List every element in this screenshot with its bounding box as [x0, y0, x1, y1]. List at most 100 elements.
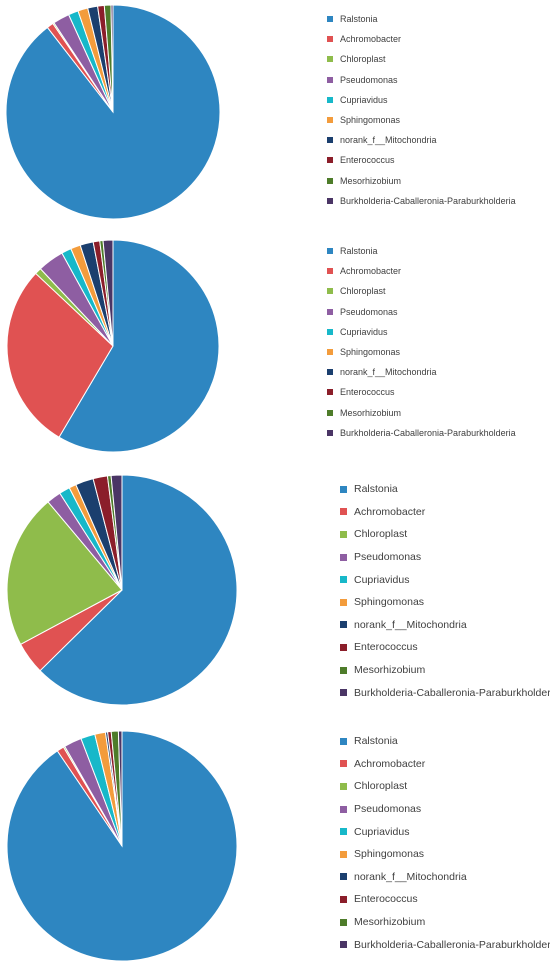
legend-swatch: [327, 248, 333, 255]
legend-chart-2: Ralstonia Achromobacter Chloroplast Pseudom…: [327, 241, 516, 443]
legend-swatch: [327, 177, 333, 184]
legend-item: Burkholderia-Caballeronia-Paraburkholder…: [340, 681, 550, 704]
legend-label: Mesorhizobium: [340, 175, 402, 186]
legend-swatch: [340, 485, 347, 493]
legend-swatch: [340, 621, 347, 629]
legend-label: norank_f__Mitochondria: [340, 135, 437, 146]
legend-swatch: [340, 850, 347, 858]
legend-swatch: [340, 689, 347, 697]
legend-item: Sphingomonas: [340, 843, 550, 866]
legend-item: Sphingomonas: [327, 342, 516, 362]
legend-swatch: [340, 828, 347, 836]
legend-item: Chloroplast: [340, 775, 550, 798]
legend-label: Sphingomonas: [340, 347, 401, 358]
legend-item: Pseudomonas: [340, 546, 550, 569]
legend-swatch: [327, 429, 333, 436]
legend-label: Enterococcus: [340, 155, 395, 166]
legend-label: Cupriavidus: [354, 573, 410, 586]
legend-label: Burkholderia-Caballeronia-Paraburkholder…: [340, 195, 516, 206]
pie-chart-3: [6, 474, 238, 706]
legend-label: norank_f__Mitochondria: [340, 367, 437, 378]
pie-slice-2-10: [102, 239, 114, 347]
legend-item: Cupriavidus: [327, 90, 516, 110]
legend-item: Ralstonia: [327, 9, 516, 29]
legend-item: Ralstonia: [340, 478, 550, 501]
legend-swatch: [327, 389, 333, 396]
legend-swatch: [340, 805, 347, 813]
legend-item: Mesorhizobium: [340, 911, 550, 934]
pie-slice-2-2: [6, 272, 114, 438]
legend-swatch: [340, 760, 347, 768]
legend-item: Achromobacter: [340, 501, 550, 524]
legend-item: Sphingomonas: [340, 591, 550, 614]
legend-label: Chloroplast: [340, 286, 386, 297]
legend-swatch: [327, 268, 333, 275]
legend-item: norank_f__Mitochondria: [340, 866, 550, 889]
legend-label: Mesorhizobium: [354, 916, 426, 929]
legend-item: Achromobacter: [327, 261, 516, 281]
legend-swatch: [327, 36, 333, 43]
legend-item: Mesorhizobium: [340, 659, 550, 682]
legend-item: Achromobacter: [340, 753, 550, 776]
legend-swatch: [340, 918, 347, 926]
legend-swatch: [327, 96, 333, 103]
legend-item: Enterococcus: [327, 150, 516, 170]
legend-swatch: [340, 598, 347, 606]
legend-item: Enterococcus: [327, 382, 516, 402]
legend-label: Cupriavidus: [354, 825, 410, 838]
legend-swatch: [327, 137, 333, 144]
legend-label: Chloroplast: [340, 54, 386, 65]
pie-slice-3-3: [6, 501, 123, 645]
legend-swatch: [340, 895, 347, 903]
legend-label: Burkholderia-Caballeronia-Paraburkholder…: [354, 938, 550, 951]
legend-label: Cupriavidus: [340, 326, 388, 337]
legend-item: Chloroplast: [327, 49, 516, 69]
legend-label: Sphingomonas: [340, 115, 401, 126]
legend-item: Burkholderia-Caballeronia-Paraburkholder…: [327, 423, 516, 443]
legend-item: Pseudomonas: [327, 302, 516, 322]
legend-swatch: [340, 782, 347, 790]
pie-chart-4: [6, 730, 238, 962]
legend-item: Pseudomonas: [327, 70, 516, 90]
legend-item: Ralstonia: [327, 241, 516, 261]
legend-label: Ralstonia: [354, 483, 398, 496]
legend-label: Pseudomonas: [340, 306, 398, 317]
pie-slice-3-1: [39, 474, 238, 706]
legend-swatch: [340, 873, 347, 881]
legend-swatch: [327, 117, 333, 124]
legend-label: Cupriavidus: [340, 94, 388, 105]
legend-swatch: [340, 666, 347, 674]
legend-item: norank_f__Mitochondria: [327, 362, 516, 382]
legend-label: Burkholderia-Caballeronia-Paraburkholder…: [354, 686, 550, 699]
legend-label: Achromobacter: [340, 266, 402, 277]
legend-item: Chloroplast: [327, 281, 516, 301]
legend-label: Ralstonia: [340, 246, 378, 257]
legend-swatch: [327, 56, 333, 63]
pie-slice-2-1: [58, 239, 220, 453]
legend-chart-3: Ralstonia Achromobacter Chloroplast Pseudom…: [340, 478, 550, 704]
legend-label: Chloroplast: [354, 528, 408, 541]
legend-item: Cupriavidus: [340, 568, 550, 591]
legend-chart-4: Ralstonia Achromobacter Chloroplast Pseudom…: [340, 730, 550, 956]
legend-swatch: [340, 576, 347, 584]
pie-chart-1: [5, 4, 221, 220]
legend-swatch: [340, 643, 347, 651]
legend-label: Burkholderia-Caballeronia-Paraburkholder…: [340, 427, 516, 438]
legend-chart-1: Ralstonia Achromobacter Chloroplast Pseudom…: [327, 9, 516, 211]
legend-item: Sphingomonas: [327, 110, 516, 130]
legend-item: norank_f__Mitochondria: [327, 130, 516, 150]
legend-swatch: [340, 530, 347, 538]
legend-swatch: [340, 737, 347, 745]
legend-label: Ralstonia: [340, 14, 378, 25]
legend-swatch: [327, 308, 333, 315]
legend-item: norank_f__Mitochondria: [340, 614, 550, 637]
legend-swatch: [327, 16, 333, 23]
legend-swatch: [340, 508, 347, 516]
pie-slice-3-10: [110, 474, 123, 591]
legend-swatch: [327, 288, 333, 295]
legend-label: norank_f__Mitochondria: [354, 618, 467, 631]
legend-swatch: [340, 553, 347, 561]
legend-label: Enterococcus: [340, 387, 395, 398]
legend-label: Achromobacter: [340, 34, 402, 45]
